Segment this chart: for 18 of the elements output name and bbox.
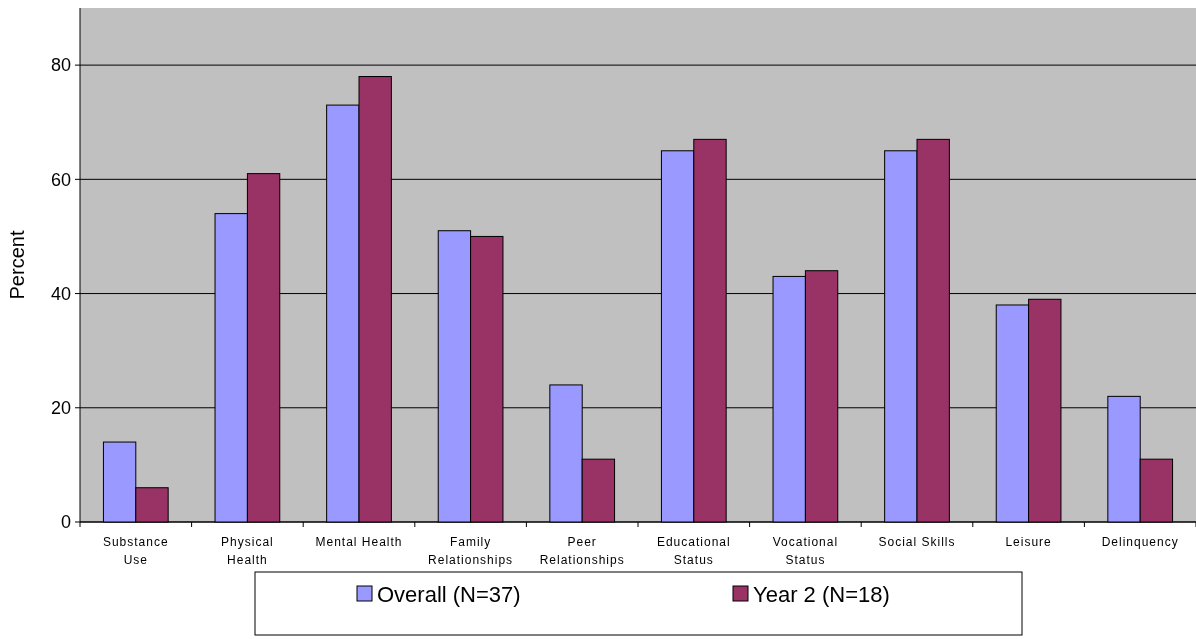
legend-label: Year 2 (N=18) bbox=[753, 581, 890, 607]
x-tick-label: Physical Health bbox=[221, 535, 274, 567]
x-tick-label: Family Relationships bbox=[428, 535, 514, 567]
y-axis-title: Percent bbox=[6, 230, 28, 300]
x-tick-label: Substance Use bbox=[102, 535, 169, 567]
legend-label: Overall (N=37) bbox=[377, 581, 521, 607]
y-tick-label: 80 bbox=[50, 55, 71, 76]
y-tick-label: 60 bbox=[50, 169, 71, 190]
x-tick-label: Peer Relationships bbox=[539, 535, 625, 567]
x-tick-label: Delinquency bbox=[1101, 535, 1179, 549]
x-tick-label: Vocational Status bbox=[772, 535, 839, 567]
x-tick-label: Educational Status bbox=[656, 535, 731, 567]
x-tick-label: Social Skills bbox=[878, 535, 956, 549]
y-tick-label: 0 bbox=[60, 512, 71, 533]
x-tick-label: Leisure bbox=[1005, 535, 1052, 549]
y-tick-label: 20 bbox=[50, 398, 71, 419]
y-tick-label: 40 bbox=[50, 283, 71, 304]
x-tick-label: Mental Health bbox=[315, 535, 403, 549]
